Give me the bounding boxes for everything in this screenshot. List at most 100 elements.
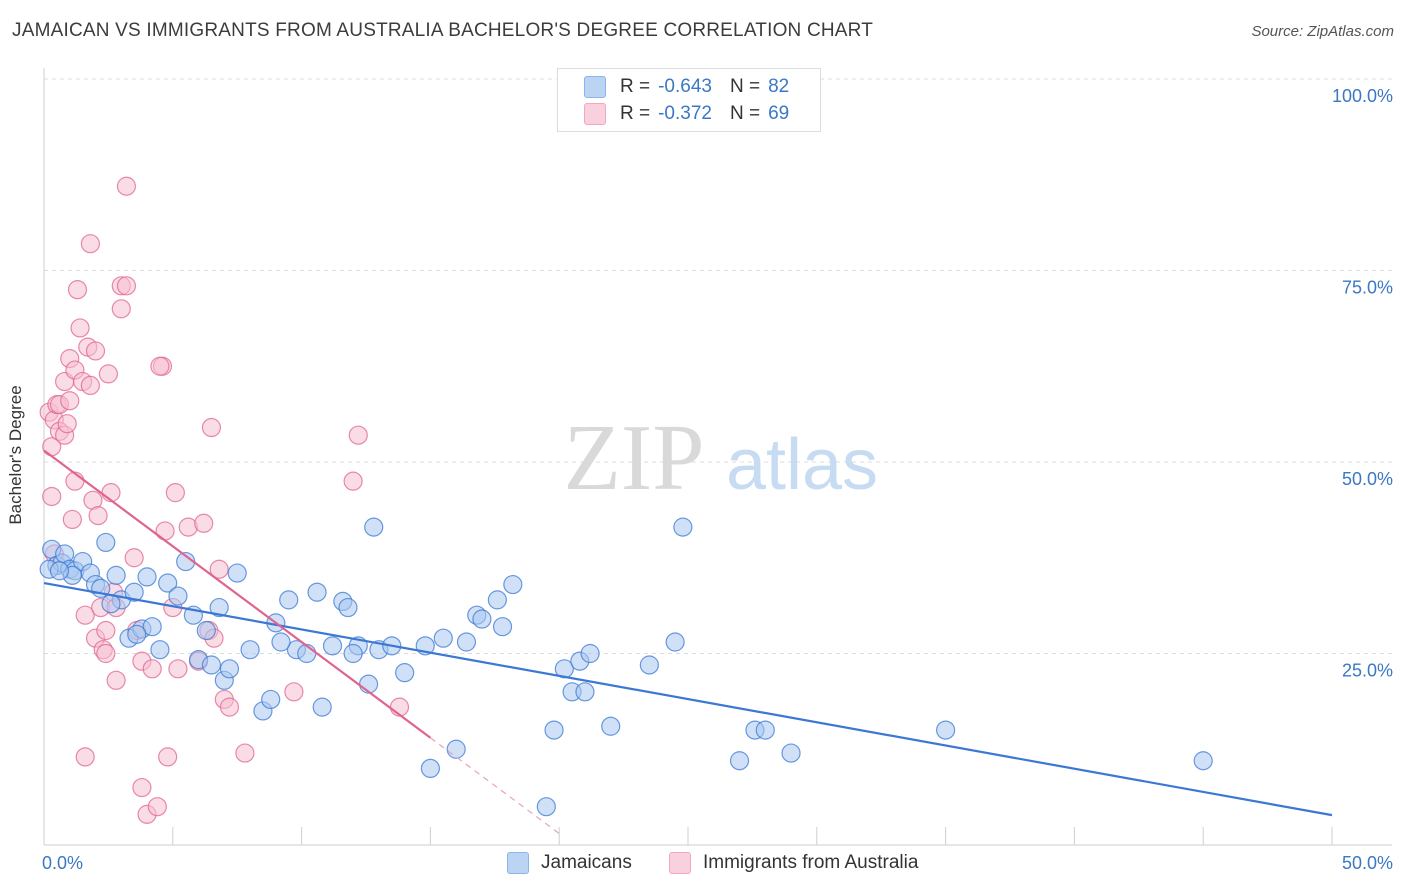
legend-row-australia: R = -0.372 N = 69	[584, 102, 789, 126]
data-point	[472, 609, 492, 629]
data-point	[575, 682, 595, 702]
data-point	[127, 624, 147, 644]
x-tick-label: 0.0%	[42, 853, 83, 873]
data-point	[227, 563, 247, 583]
legend-label-australia: Immigrants from Australia	[703, 852, 919, 873]
data-point	[124, 548, 144, 568]
data-point	[755, 720, 775, 740]
data-point	[111, 299, 131, 319]
data-point	[235, 743, 255, 763]
data-point	[60, 391, 80, 411]
data-point	[456, 632, 477, 652]
data-point	[57, 414, 77, 434]
data-point	[536, 797, 556, 817]
data-point	[142, 617, 162, 637]
data-point	[137, 567, 157, 587]
data-point	[168, 586, 188, 606]
data-point	[80, 234, 100, 254]
data-point	[343, 643, 363, 664]
legend-swatch-blue	[584, 76, 606, 98]
source-label: Source: ZipAtlas.com	[1251, 23, 1394, 40]
watermark-zip: ZIP	[564, 406, 705, 510]
data-point	[503, 574, 523, 595]
watermark-atlas: atlas	[726, 425, 878, 505]
y-tick-label: 25.0%	[1342, 661, 1393, 681]
data-point	[279, 590, 299, 610]
legend-n-label: N =	[729, 76, 761, 97]
data-point	[158, 747, 178, 767]
data-point	[70, 318, 90, 338]
grid-lines	[44, 78, 1392, 654]
data-point	[420, 758, 440, 779]
legend-row-jamaicans: R = -0.643 N = 82	[584, 75, 789, 99]
data-point	[209, 597, 229, 618]
data-point	[96, 643, 116, 664]
data-point	[673, 517, 693, 537]
data-point	[42, 486, 62, 507]
data-point	[96, 532, 116, 553]
chart-title: JAMAICAN VS IMMIGRANTS FROM AUSTRALIA BA…	[12, 20, 874, 41]
data-point	[98, 364, 119, 384]
trend-lines	[43, 449, 1333, 834]
legend-swatch-pink	[669, 852, 691, 874]
data-point	[209, 559, 229, 579]
data-point	[343, 471, 363, 491]
data-point	[433, 628, 453, 648]
data-point	[601, 716, 621, 736]
legend-label-jamaicans: Jamaicans	[541, 852, 632, 873]
series-legend: Jamaicans Immigrants from Australia	[0, 852, 1406, 878]
data-point	[665, 632, 685, 652]
legend-r-value: -0.643	[658, 76, 712, 97]
legend-r-label: R =	[620, 103, 651, 124]
data-point	[219, 659, 240, 679]
data-point	[106, 670, 126, 690]
data-point	[165, 483, 185, 503]
data-point	[194, 513, 214, 533]
series-immigrants-australia	[39, 176, 410, 824]
y-tick-label: 75.0%	[1342, 278, 1393, 298]
data-point	[49, 561, 70, 581]
legend-n-value: 69	[768, 103, 790, 124]
y-tick-label: 50.0%	[1342, 469, 1393, 489]
legend-item-australia[interactable]: Immigrants from Australia	[669, 852, 918, 874]
data-point	[96, 620, 116, 641]
watermark: ZIP atlas	[564, 406, 879, 510]
data-point	[240, 640, 260, 660]
data-point	[101, 594, 121, 614]
data-point	[201, 417, 222, 438]
axes	[43, 68, 1392, 846]
data-point	[487, 590, 507, 610]
y-tick-label: 100.0%	[1332, 86, 1393, 106]
data-point	[935, 720, 956, 740]
data-point	[150, 356, 170, 376]
data-point	[124, 582, 144, 602]
data-point	[132, 777, 152, 798]
data-point	[158, 573, 178, 593]
legend-n-label: N =	[729, 103, 761, 124]
data-point	[492, 617, 513, 637]
data-point	[639, 655, 659, 675]
data-point	[544, 720, 564, 740]
data-point	[88, 506, 108, 526]
legend-n-value: 82	[768, 76, 790, 97]
data-point	[284, 682, 304, 702]
legend-item-jamaicans[interactable]: Jamaicans	[507, 852, 632, 874]
legend-r-value: -0.372	[658, 103, 712, 124]
legend-r-label: R =	[620, 76, 651, 97]
data-point	[85, 341, 106, 361]
data-point	[106, 565, 126, 585]
data-point	[116, 276, 137, 296]
data-point	[395, 663, 415, 683]
legend-swatch-blue	[507, 852, 529, 874]
data-point	[261, 689, 281, 710]
data-point	[1193, 751, 1213, 771]
data-point	[312, 697, 332, 717]
data-point	[75, 605, 95, 625]
data-point	[580, 643, 600, 664]
data-point	[147, 797, 167, 817]
data-point	[142, 659, 162, 679]
data-point	[446, 739, 466, 759]
data-point	[219, 697, 240, 717]
data-point	[364, 517, 384, 537]
